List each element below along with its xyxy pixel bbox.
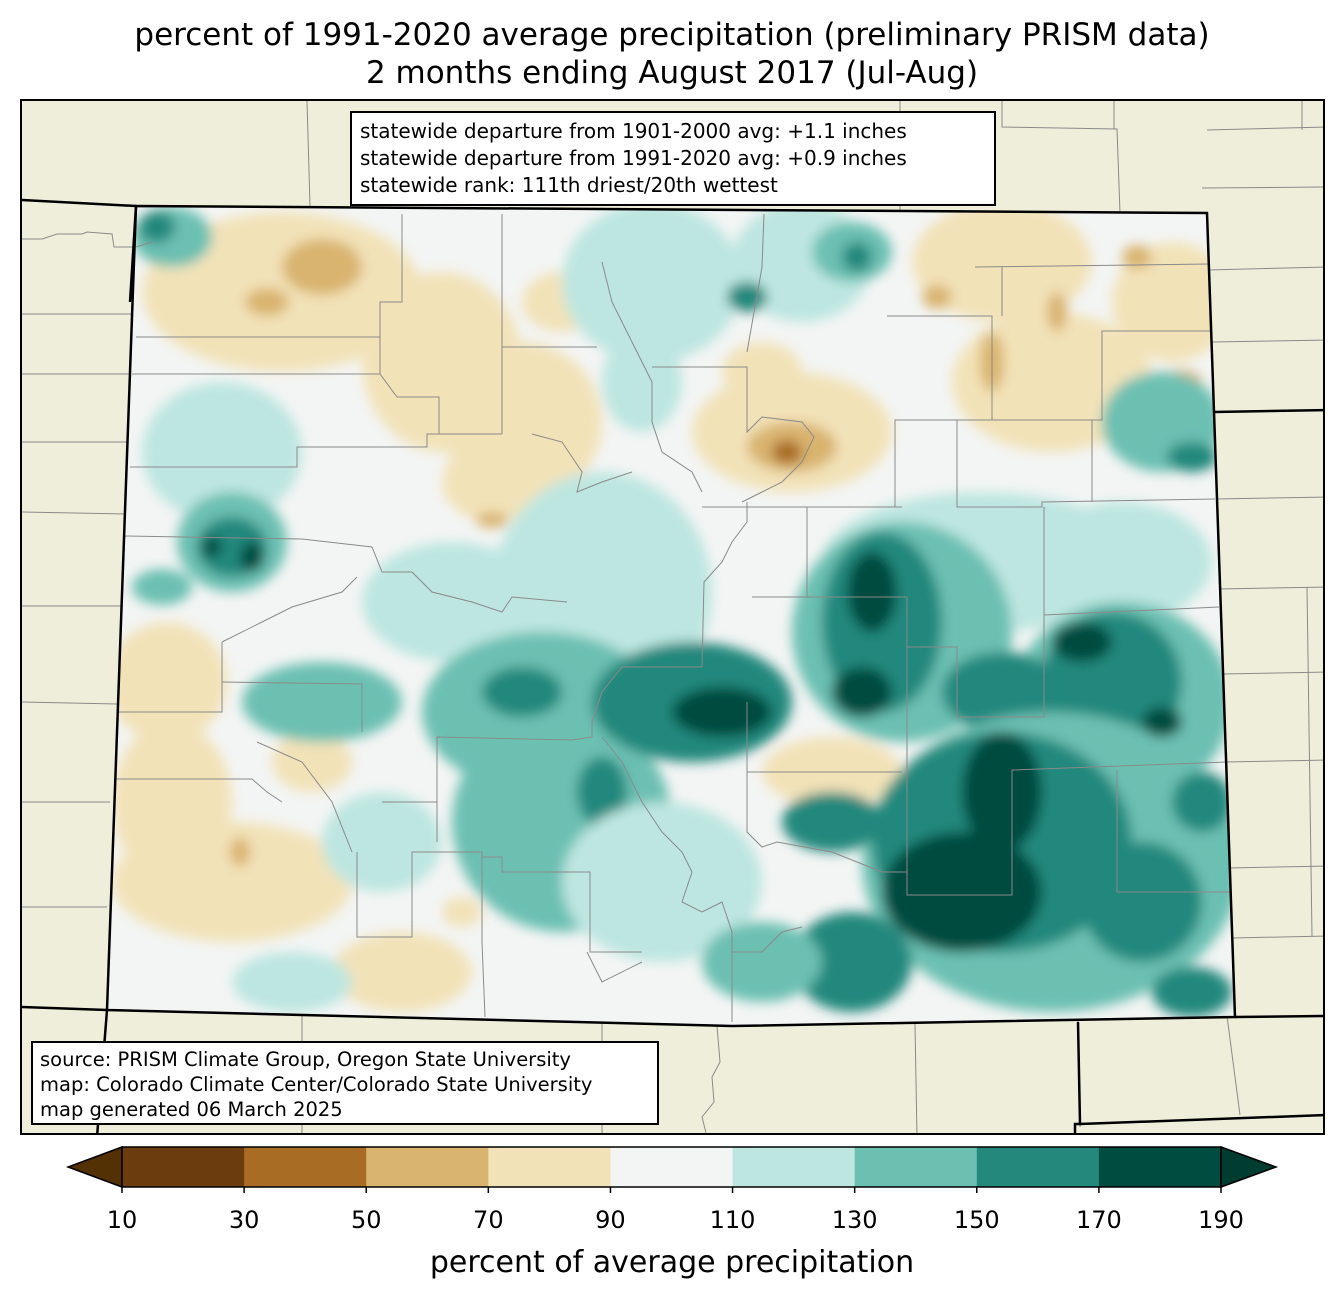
colorbar-segment [610, 1147, 734, 1187]
generated-date-line: map generated 06 March 2025 [40, 1098, 343, 1121]
colorbar-tick-label: 30 [228, 1206, 260, 1234]
colorbar-tick-label: 90 [595, 1206, 626, 1234]
colorbar-tick-label: 130 [831, 1206, 878, 1234]
colorbar-segment [244, 1147, 367, 1187]
map-canvas [22, 101, 1323, 1133]
map-title: percent of 1991-2020 average precipitati… [134, 17, 1210, 53]
colorbar-segment [488, 1147, 611, 1187]
colorado-precip-field [107, 206, 1235, 1026]
colorbar-segment [732, 1147, 856, 1187]
colorbar-tick-label: 170 [1075, 1206, 1122, 1234]
colorbar-tick-label: 190 [1198, 1206, 1244, 1234]
colorbar-tick-label: 150 [953, 1206, 1000, 1234]
colorbar-tick-label: 50 [350, 1206, 382, 1234]
stats-rank: statewide rank: 111th driest/20th wettes… [360, 173, 778, 197]
colorbar-segment [122, 1147, 245, 1187]
colorbar-tick-label: 110 [709, 1206, 756, 1234]
stats-departure-1991: statewide departure from 1991-2020 avg: … [360, 146, 907, 170]
source-credits-box: source: PRISM Climate Group, Oregon Stat… [31, 1041, 659, 1125]
map-subtitle: 2 months ending August 2017 (Jul-Aug) [365, 55, 979, 91]
county-boundaries [114, 213, 1230, 1022]
source-line: source: PRISM Climate Group, Oregon Stat… [40, 1048, 571, 1071]
colorbar-tick-label: 10 [106, 1206, 138, 1234]
colorbar [65, 1145, 1279, 1193]
precipitation-map [20, 99, 1325, 1135]
statewide-stats-box: statewide departure from 1901-2000 avg: … [350, 111, 996, 206]
colorbar-segment [366, 1147, 489, 1187]
colorbar-outline [121, 1146, 1222, 1188]
colorbar-segment [1098, 1147, 1222, 1187]
colorbar-under-arrow [65, 1145, 123, 1189]
colorbar-tick-label: 70 [473, 1206, 504, 1234]
stats-departure-1901: statewide departure from 1901-2000 avg: … [360, 119, 907, 143]
colorbar-over-arrow [1220, 1145, 1279, 1189]
colorbar-segment [854, 1147, 978, 1187]
state-borders [22, 198, 1323, 1133]
map-credit-line: map: Colorado Climate Center/Colorado St… [40, 1073, 593, 1096]
neighbor-county-lines [22, 101, 1323, 1133]
colorbar-segment [976, 1147, 1100, 1187]
colorbar-label: percent of average precipitation [429, 1245, 915, 1280]
